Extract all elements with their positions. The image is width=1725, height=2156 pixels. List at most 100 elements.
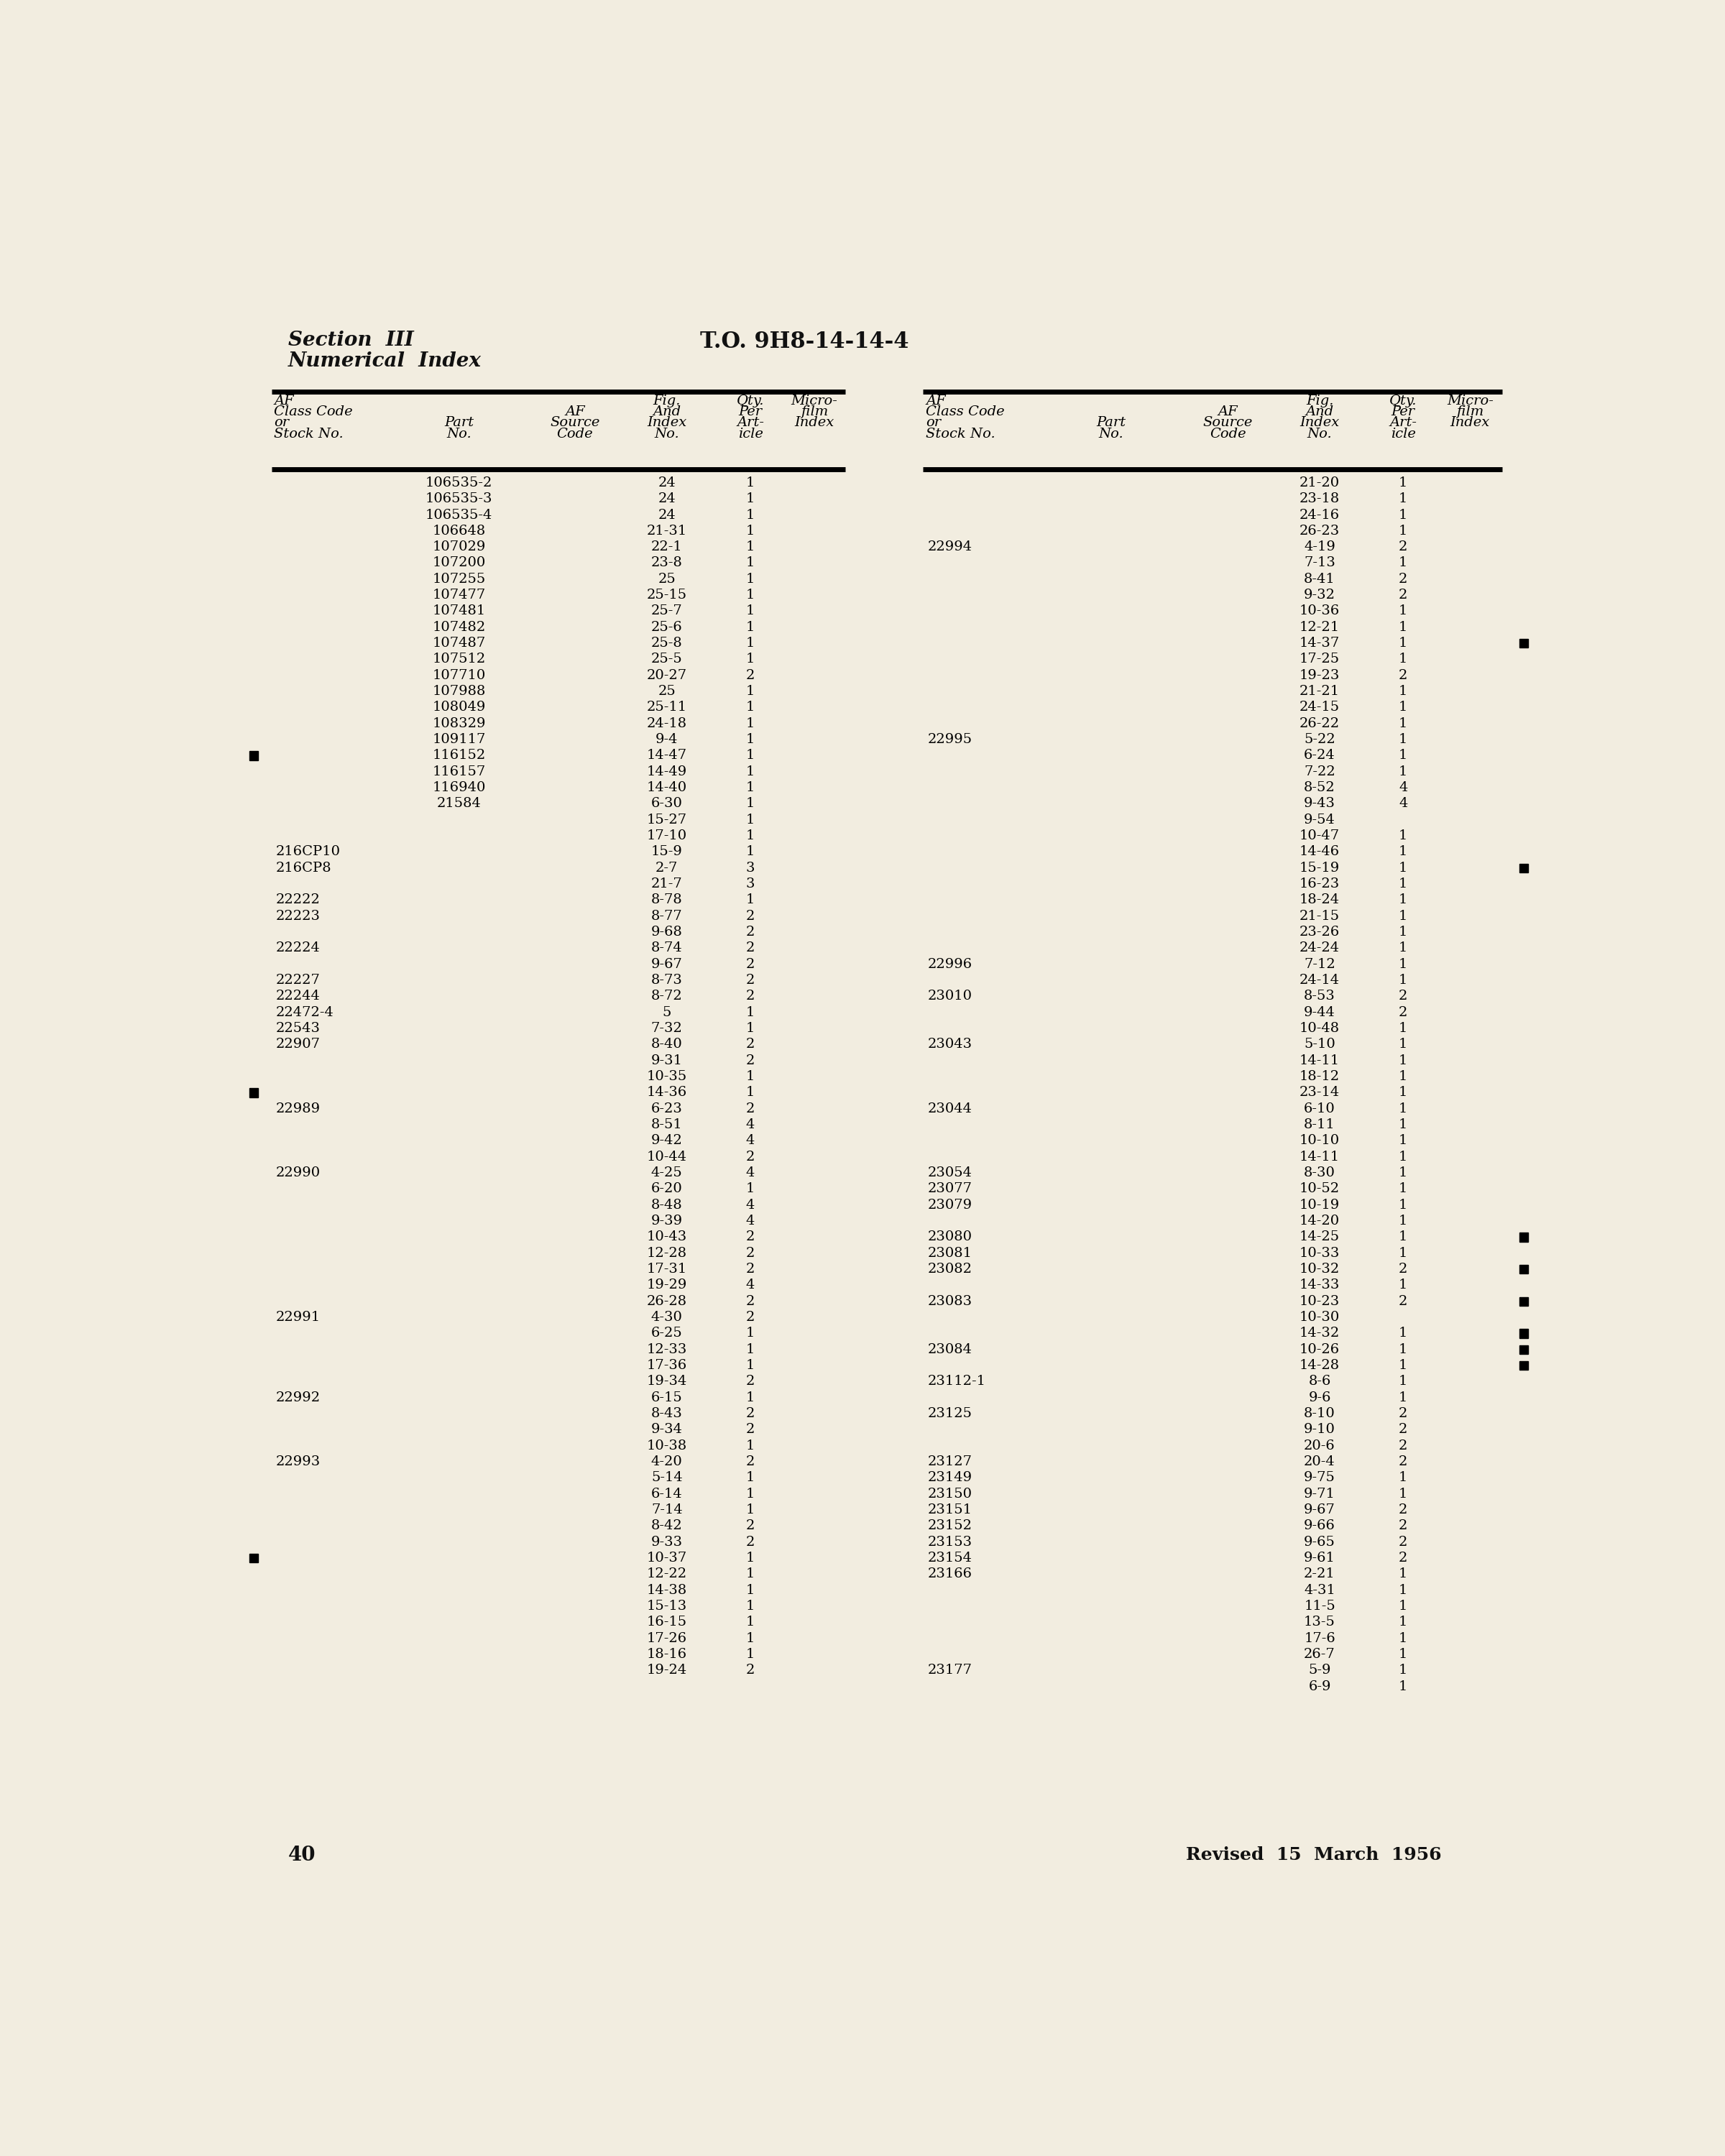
Text: 5-22: 5-22 (1304, 733, 1335, 746)
Text: 24-24: 24-24 (1299, 942, 1340, 955)
Text: No.: No. (1099, 427, 1123, 440)
Text: 22990: 22990 (276, 1166, 321, 1179)
Text: T.O. 9H8-14-14-4: T.O. 9H8-14-14-4 (700, 330, 909, 354)
Text: 216CP8: 216CP8 (276, 862, 331, 875)
Text: 24-18: 24-18 (647, 718, 687, 731)
Text: 24: 24 (657, 509, 676, 522)
Text: 9-75: 9-75 (1304, 1470, 1335, 1483)
Text: 8-74: 8-74 (650, 942, 683, 955)
Text: 14-11: 14-11 (1299, 1054, 1340, 1067)
Text: 22991: 22991 (276, 1311, 321, 1324)
Text: 1: 1 (1399, 1022, 1408, 1035)
Text: 1: 1 (1399, 845, 1408, 858)
Text: 107200: 107200 (433, 556, 486, 569)
Text: 4: 4 (745, 1279, 756, 1291)
Text: 1: 1 (745, 1326, 756, 1339)
Text: Index: Index (1301, 416, 1340, 429)
Text: Part: Part (1095, 416, 1125, 429)
Text: 10-48: 10-48 (1299, 1022, 1340, 1035)
Text: 10-10: 10-10 (1299, 1134, 1340, 1147)
Text: 6-10: 6-10 (1304, 1102, 1335, 1115)
Text: 6-15: 6-15 (650, 1391, 683, 1404)
Text: 1: 1 (1399, 1151, 1408, 1164)
Text: 1: 1 (745, 733, 756, 746)
Text: 1: 1 (1399, 636, 1408, 649)
Text: 1: 1 (745, 1615, 756, 1628)
Text: 6-20: 6-20 (650, 1181, 683, 1194)
Text: 1: 1 (745, 509, 756, 522)
Text: 6-24: 6-24 (1304, 748, 1335, 761)
Text: 1: 1 (745, 636, 756, 649)
Text: 1: 1 (745, 621, 756, 634)
Text: 9-65: 9-65 (1304, 1535, 1335, 1548)
Text: 10-38: 10-38 (647, 1440, 687, 1453)
Text: 2: 2 (1399, 1263, 1408, 1276)
Text: 10-52: 10-52 (1299, 1181, 1340, 1194)
Text: 24-14: 24-14 (1299, 975, 1340, 987)
Text: 23-26: 23-26 (1299, 925, 1340, 938)
Text: 10-43: 10-43 (647, 1231, 687, 1244)
Text: 26-7: 26-7 (1304, 1647, 1335, 1660)
Text: 1: 1 (745, 541, 756, 554)
Text: 9-61: 9-61 (1304, 1552, 1335, 1565)
Text: 9-44: 9-44 (1304, 1007, 1335, 1020)
Text: or: or (274, 416, 290, 429)
Text: 9-39: 9-39 (650, 1214, 683, 1227)
Text: 21584: 21584 (436, 798, 481, 811)
Text: AF: AF (1218, 405, 1237, 418)
Text: 2: 2 (1399, 1408, 1408, 1421)
Text: 4: 4 (745, 1134, 756, 1147)
Text: 10-33: 10-33 (1299, 1246, 1340, 1259)
Text: 1: 1 (1399, 1391, 1408, 1404)
Text: 22227: 22227 (276, 975, 321, 987)
Text: 9-32: 9-32 (1304, 589, 1335, 602)
Text: 1: 1 (1399, 1119, 1408, 1132)
Text: 7-14: 7-14 (650, 1503, 683, 1516)
Text: 8-40: 8-40 (650, 1037, 683, 1050)
Text: 1: 1 (1399, 1069, 1408, 1082)
Bar (1520, 1345, 1528, 1354)
Text: 107477: 107477 (433, 589, 486, 602)
Text: 10-36: 10-36 (1299, 604, 1340, 617)
Text: 1: 1 (1399, 975, 1408, 987)
Text: 9-54: 9-54 (1304, 813, 1335, 826)
Text: 8-48: 8-48 (650, 1199, 683, 1212)
Text: 1: 1 (745, 718, 756, 731)
Text: 4: 4 (1399, 780, 1408, 793)
Text: 1: 1 (1399, 765, 1408, 778)
Text: 7-12: 7-12 (1304, 957, 1335, 970)
Text: 14-46: 14-46 (1299, 845, 1340, 858)
Text: 1: 1 (1399, 1680, 1408, 1692)
Text: 19-24: 19-24 (647, 1664, 687, 1677)
Text: No.: No. (654, 427, 680, 440)
Text: 2-7: 2-7 (656, 862, 678, 875)
Text: 2: 2 (1399, 573, 1408, 586)
Text: 8-53: 8-53 (1304, 990, 1335, 1003)
Text: 109117: 109117 (433, 733, 486, 746)
Text: 20-27: 20-27 (647, 668, 687, 681)
Text: Index: Index (795, 416, 835, 429)
Text: 17-25: 17-25 (1299, 653, 1340, 666)
Text: 1: 1 (1399, 1199, 1408, 1212)
Text: 1: 1 (1399, 877, 1408, 890)
Text: 23077: 23077 (928, 1181, 973, 1194)
Text: 23044: 23044 (928, 1102, 973, 1115)
Text: 1: 1 (1399, 925, 1408, 938)
Text: 1: 1 (745, 1069, 756, 1082)
Text: 23054: 23054 (928, 1166, 973, 1179)
Text: 22-1: 22-1 (650, 541, 683, 554)
Text: 1: 1 (745, 780, 756, 793)
Text: 2-21: 2-21 (1304, 1567, 1335, 1580)
Text: 21-15: 21-15 (1299, 910, 1340, 923)
Text: 1: 1 (745, 1440, 756, 1453)
Bar (248, 1089, 259, 1097)
Text: 1: 1 (745, 1470, 756, 1483)
Text: 1: 1 (745, 1022, 756, 1035)
Text: 9-33: 9-33 (650, 1535, 683, 1548)
Text: 4: 4 (745, 1119, 756, 1132)
Text: 8-51: 8-51 (650, 1119, 683, 1132)
Text: 1: 1 (745, 1503, 756, 1516)
Text: 22472-4: 22472-4 (276, 1007, 335, 1020)
Text: 6-14: 6-14 (650, 1488, 683, 1501)
Text: Code: Code (1209, 427, 1245, 440)
